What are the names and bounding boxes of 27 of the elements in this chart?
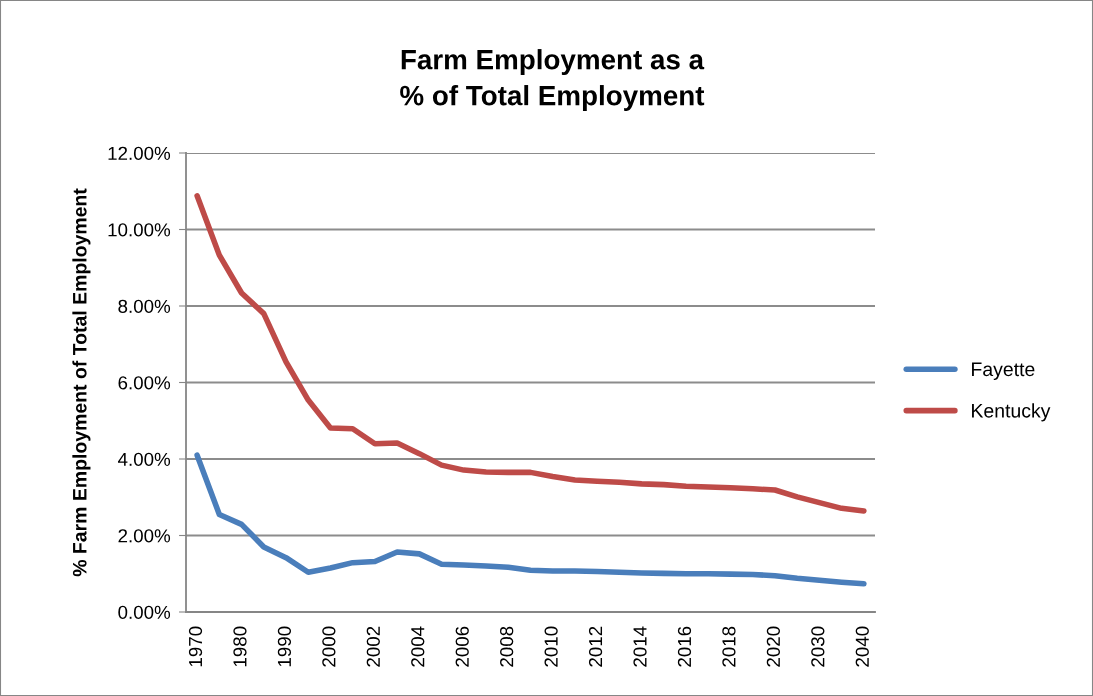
y-tick-label: 10.00%: [108, 223, 171, 237]
x-tick-label: 2016: [677, 626, 692, 667]
x-tick-label: 2040: [855, 626, 869, 667]
y-tick-label: 12.00%: [108, 146, 171, 160]
x-tick-label: 2014: [633, 626, 647, 667]
x-tick-label: 2020: [766, 626, 781, 667]
y-tick-label: 8.00%: [118, 299, 171, 313]
x-tick-label: 1980: [233, 626, 247, 667]
x-tick-label: 2012: [588, 626, 603, 667]
x-tick-label: 2002: [366, 626, 380, 667]
x-tick-label: 2004: [411, 626, 425, 667]
x-tick-label: 1970: [188, 626, 203, 667]
legend-label: Kentucky: [972, 403, 1051, 422]
y-axis-title: % Farm Employment of Total Employment: [72, 188, 91, 577]
x-tick-label: 1990: [277, 626, 292, 667]
x-tick-label: 2006: [455, 626, 469, 667]
x-tick-label: 2000: [322, 626, 336, 667]
x-tick-label: 2018: [722, 626, 736, 667]
y-tick-label: 6.00%: [118, 376, 171, 390]
legend-label: Fayette: [972, 362, 1035, 381]
x-tick-label: 2010: [544, 626, 558, 667]
y-tick-label: 0.00%: [118, 605, 171, 619]
y-tick-label: 4.00%: [117, 452, 171, 466]
y-tick-label: 2.00%: [118, 529, 171, 543]
x-tick-label: 2030: [811, 626, 825, 667]
x-tick-label: 2008: [500, 626, 514, 667]
chart-title: Farm Employment as a % of Total Employment: [400, 49, 705, 111]
